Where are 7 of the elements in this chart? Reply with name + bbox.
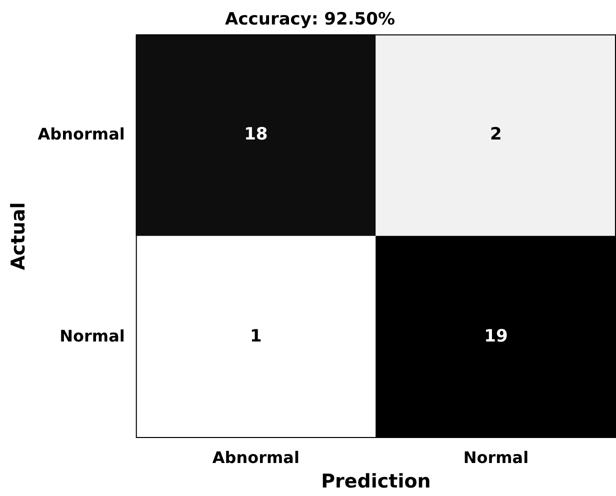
x-axis-title: Prediction	[321, 470, 431, 493]
y-axis-title: Actual	[7, 202, 30, 270]
data-label: 19	[484, 326, 508, 347]
data-label: 1	[250, 326, 262, 347]
chart-title: Accuracy: 92.50%	[225, 10, 395, 30]
data-label: 18	[244, 124, 268, 145]
data-label: 2	[490, 124, 502, 145]
